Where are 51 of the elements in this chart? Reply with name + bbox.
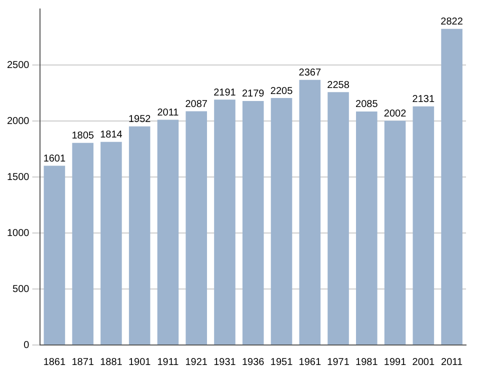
bar bbox=[157, 120, 179, 344]
bar bbox=[356, 111, 378, 344]
bar bbox=[384, 120, 406, 344]
x-tick-label: 2011 bbox=[441, 356, 463, 368]
bar bbox=[328, 92, 349, 344]
data-label: 1952 bbox=[128, 114, 152, 126]
bar bbox=[72, 142, 94, 344]
bar bbox=[270, 98, 292, 344]
x-tick-label: 1911 bbox=[157, 356, 180, 368]
y-tick-label: 1000 bbox=[6, 228, 30, 239]
x-tick-label: 1881 bbox=[100, 356, 123, 368]
bar bbox=[186, 111, 207, 344]
data-label: 1805 bbox=[72, 130, 94, 142]
x-tick-label: 1861 bbox=[43, 356, 66, 368]
data-label: 2258 bbox=[327, 80, 350, 91]
x-tick-label: 1971 bbox=[327, 356, 350, 368]
x-tick-label: 1936 bbox=[242, 356, 265, 368]
x-tick-label: 1871 bbox=[72, 356, 94, 368]
bar bbox=[128, 126, 150, 344]
bar bbox=[214, 100, 236, 344]
bar bbox=[44, 166, 66, 344]
y-tick-label: 1500 bbox=[6, 172, 30, 183]
x-tick-label: 1951 bbox=[270, 356, 294, 368]
x-tick-label: 1961 bbox=[298, 356, 322, 368]
x-tick-label: 1901 bbox=[128, 356, 152, 368]
data-label: 2205 bbox=[270, 86, 294, 97]
bar bbox=[441, 28, 462, 344]
data-label: 2131 bbox=[412, 94, 435, 106]
y-tick-label: 2000 bbox=[6, 116, 30, 127]
bar bbox=[100, 142, 122, 344]
bar bbox=[242, 100, 264, 344]
bar bbox=[299, 80, 321, 344]
data-label: 2822 bbox=[440, 16, 464, 28]
data-label: 2191 bbox=[214, 87, 236, 98]
data-label: 2087 bbox=[185, 99, 208, 110]
data-label: 1601 bbox=[43, 153, 66, 164]
data-label: 2367 bbox=[298, 68, 322, 79]
data-label: 2085 bbox=[356, 99, 378, 110]
x-tick-label: 1981 bbox=[356, 356, 378, 368]
data-label: 2002 bbox=[384, 108, 407, 120]
data-label: 2011 bbox=[157, 108, 180, 119]
x-tick-label: 1991 bbox=[384, 356, 407, 368]
data-label: 1814 bbox=[100, 130, 123, 141]
y-tick-label: 2500 bbox=[6, 60, 30, 71]
x-tick-label: 2001 bbox=[412, 356, 435, 368]
data-label: 2179 bbox=[242, 88, 265, 100]
x-tick-label: 1921 bbox=[185, 356, 208, 368]
bar bbox=[412, 106, 434, 344]
x-tick-label: 1931 bbox=[214, 356, 236, 368]
y-tick-label: 500 bbox=[12, 284, 30, 295]
y-tick-label: 0 bbox=[24, 340, 30, 351]
